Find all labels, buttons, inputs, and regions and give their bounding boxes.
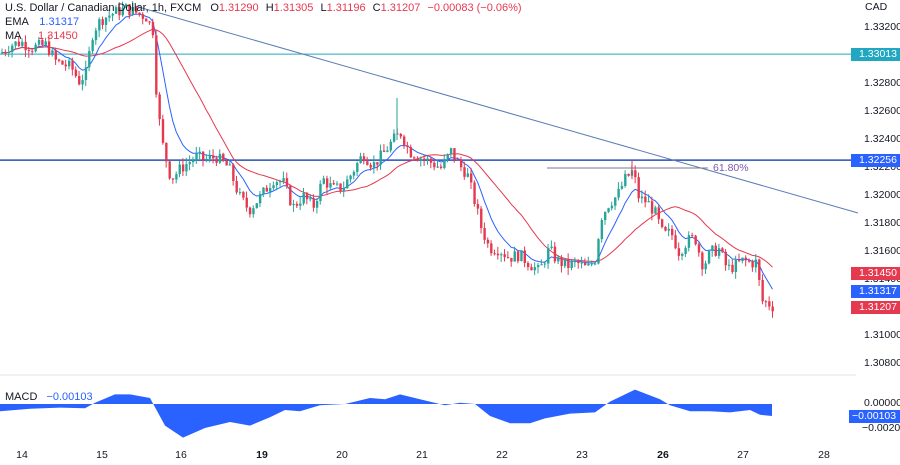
ema-value: 1.31317 bbox=[39, 16, 80, 28]
macd-value: −0.00103 bbox=[46, 391, 93, 403]
high-label: H bbox=[265, 2, 274, 14]
symbol-title: U.S. Dollar / Canadian Dollar, 1h, FXCM bbox=[5, 2, 202, 14]
macd-label: MACD bbox=[5, 391, 38, 403]
fib-level-label: 61.80% bbox=[713, 162, 749, 174]
ma-value: 1.31450 bbox=[37, 30, 78, 42]
price-tick: 1.33200 bbox=[864, 21, 900, 33]
macd-legend[interactable]: MACD −0.00103 bbox=[5, 391, 93, 403]
ma-line bbox=[1, 28, 773, 268]
price-tag: 1.32256 bbox=[851, 153, 900, 167]
price-tick: 1.31800 bbox=[864, 217, 900, 229]
time-tick: 19 bbox=[256, 449, 268, 461]
time-tick: 16 bbox=[175, 449, 187, 461]
low-value: 1.31196 bbox=[326, 2, 366, 14]
time-tick: 15 bbox=[96, 449, 108, 461]
open-label: O bbox=[210, 2, 219, 14]
macd-current-tag: −0.00103 bbox=[849, 410, 900, 423]
time-tick: 21 bbox=[416, 449, 428, 461]
ma-label: MA bbox=[5, 30, 21, 42]
open-value: 1.31290 bbox=[218, 2, 259, 14]
ema-legend[interactable]: EMA 1.31317 bbox=[5, 16, 79, 28]
ma-legend[interactable]: MA 1.31450 bbox=[5, 30, 78, 42]
close-value: 1.31207 bbox=[380, 2, 421, 14]
macd-area bbox=[0, 389, 772, 438]
price-tick: 1.31000 bbox=[864, 329, 900, 341]
price-tag: 1.31317 bbox=[851, 285, 900, 299]
time-tick: 14 bbox=[16, 449, 28, 461]
price-tag: 1.33013 bbox=[851, 47, 900, 61]
price-tick: 1.31600 bbox=[864, 245, 900, 257]
macd-pane bbox=[0, 389, 772, 438]
ema-label: EMA bbox=[5, 16, 29, 28]
price-tick: 1.30800 bbox=[864, 357, 900, 369]
currency-label: CAD bbox=[865, 1, 888, 13]
price-tick: 1.32600 bbox=[864, 105, 900, 117]
trendline bbox=[134, 5, 859, 214]
time-tick: 26 bbox=[657, 449, 669, 461]
candlestick-series bbox=[1, 1, 774, 318]
time-tick: 27 bbox=[737, 449, 749, 461]
change-value: −0.00083 (−0.06%) bbox=[427, 2, 522, 14]
close-label: C bbox=[372, 2, 381, 14]
time-tick: 23 bbox=[576, 449, 588, 461]
symbol-legend: U.S. Dollar / Canadian Dollar, 1h, FXCM … bbox=[5, 2, 522, 14]
time-tick: 20 bbox=[336, 449, 348, 461]
macd-tick-low: −0.00200 bbox=[862, 422, 900, 434]
low-label: L bbox=[320, 2, 327, 14]
time-tick: 28 bbox=[818, 449, 830, 461]
price-tick: 1.32000 bbox=[864, 189, 900, 201]
high-value: 1.31305 bbox=[273, 2, 314, 14]
macd-tick-zero: 0.00000 bbox=[864, 397, 900, 409]
price-tick: 1.32400 bbox=[864, 133, 900, 145]
time-tick: 22 bbox=[496, 449, 508, 461]
ema-line bbox=[2, 13, 773, 290]
price-tick: 1.32800 bbox=[864, 77, 900, 89]
price-tag: 1.31450 bbox=[851, 266, 900, 280]
price-tag: 1.31207 bbox=[851, 300, 900, 314]
